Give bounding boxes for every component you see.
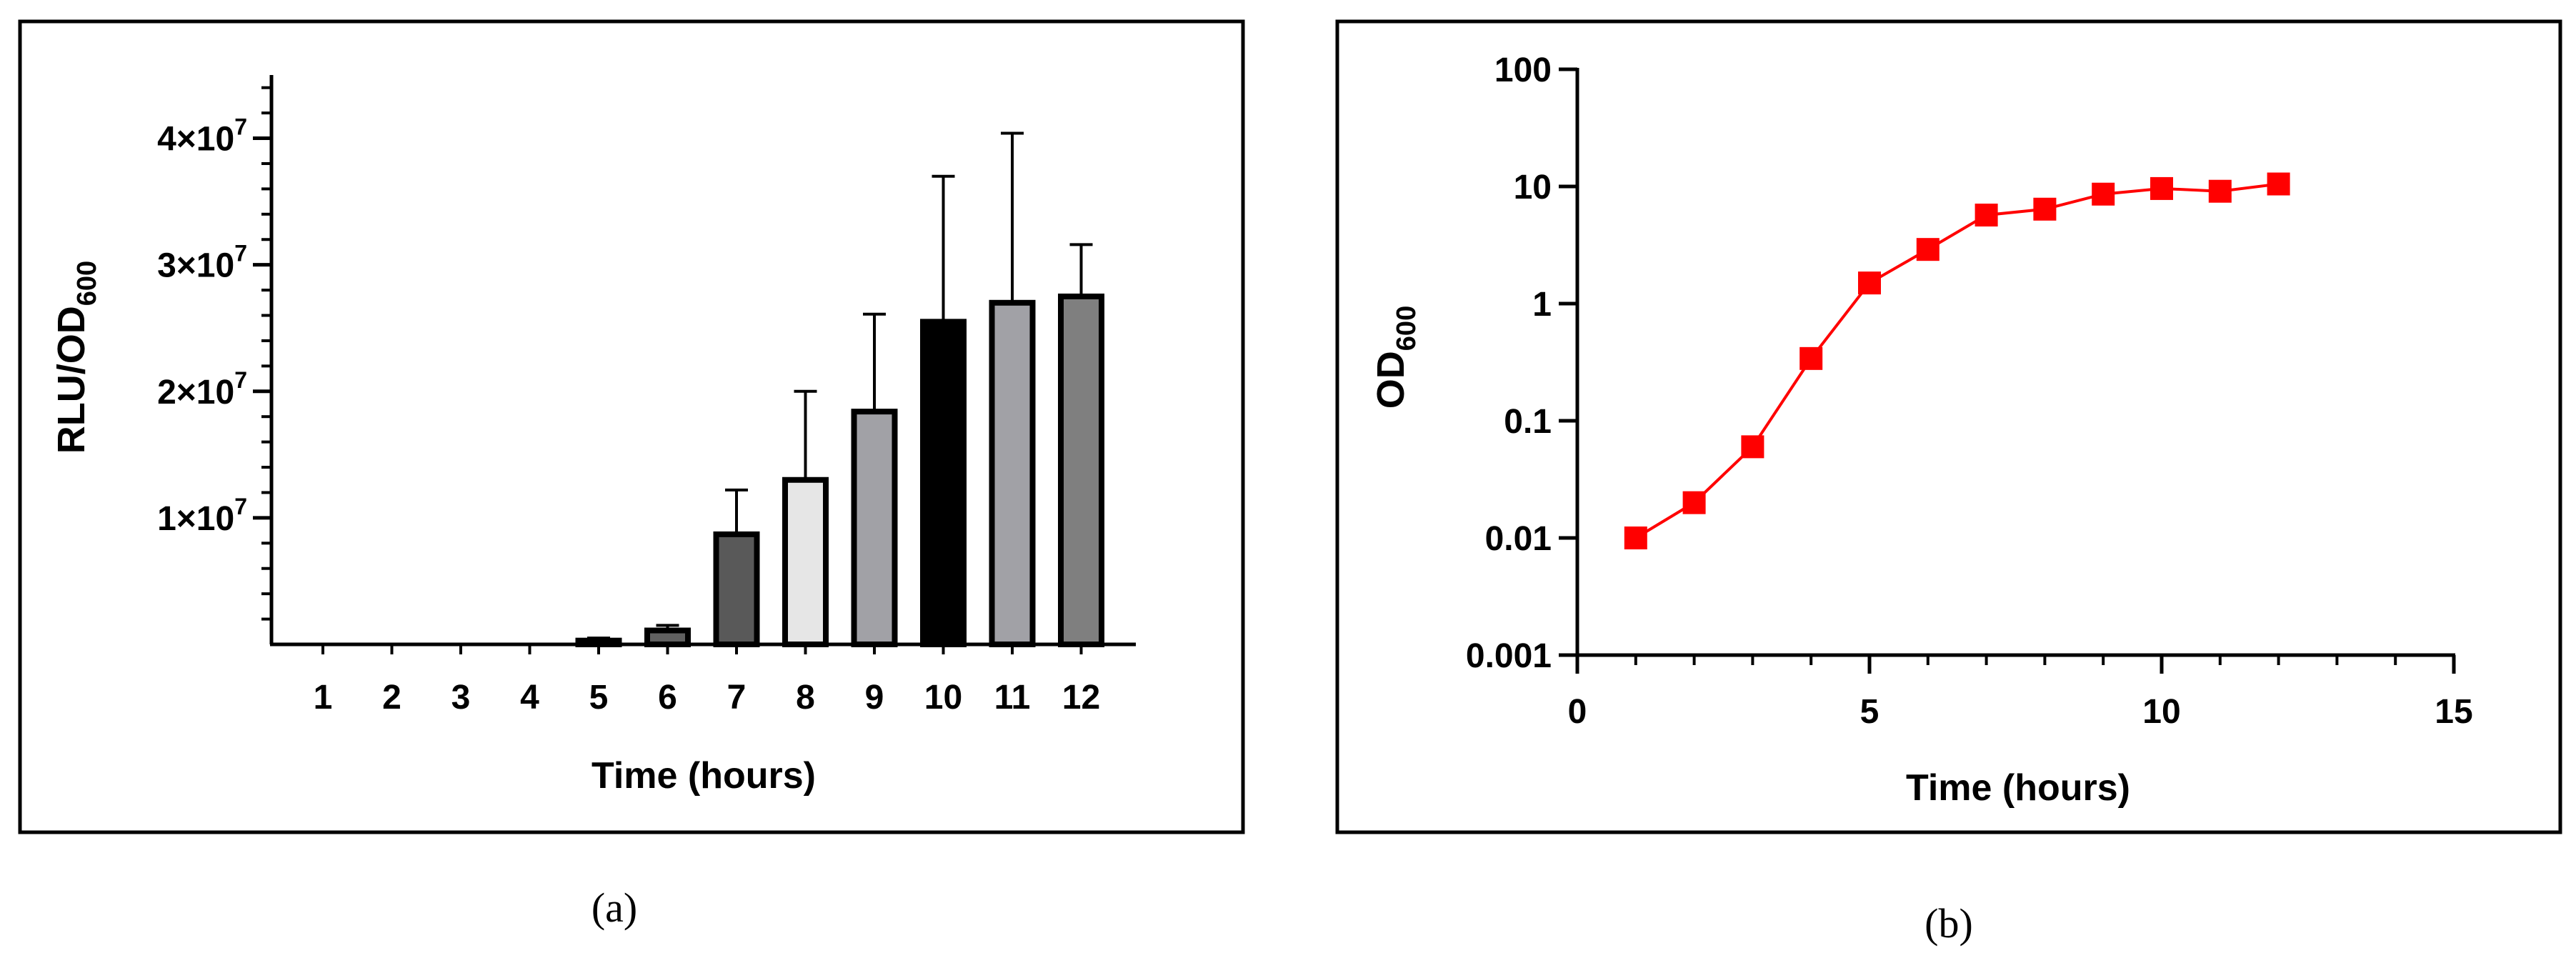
y-axis-title: OD600 (1369, 306, 1422, 409)
y-tick-label: 1×107 (157, 494, 247, 538)
panel-a-frame (18, 19, 1245, 834)
y-tick-exponent: 7 (234, 367, 247, 393)
x-tick-label: 15 (2435, 693, 2472, 731)
x-tick-label: 10 (2142, 693, 2180, 731)
bar-7 (713, 531, 760, 647)
x-tick-label: 9 (865, 679, 884, 717)
bar-9 (851, 409, 898, 647)
x-axis-title: Time (hours) (591, 755, 816, 797)
y-tick-mantissa: 3×10 (157, 247, 234, 285)
y-tick-label: 1 (1532, 286, 1552, 324)
data-point-t2 (1682, 491, 1706, 514)
y-axis-title: RLU/OD600 (50, 261, 102, 454)
y-tick-exponent: 7 (234, 494, 247, 519)
y-tick-label: 0.001 (1466, 637, 1552, 675)
data-point-t12 (2267, 172, 2290, 196)
y-tick-label: 100 (1494, 51, 1552, 89)
panel-b-frame (1335, 19, 2562, 834)
data-point-t9 (2092, 182, 2115, 206)
x-tick-label: 7 (727, 679, 747, 717)
data-point-t3 (1741, 435, 1764, 459)
bar-5 (575, 637, 622, 647)
y-tick-label: 2×107 (157, 367, 247, 411)
y-tick-label: 10 (1514, 169, 1552, 206)
y-axis-title-base: OD (1369, 351, 1412, 409)
bar-11 (989, 299, 1036, 647)
data-point-t7 (1975, 204, 1998, 227)
data-point-t1 (1624, 527, 1647, 549)
y-tick-mantissa: 2×10 (157, 374, 234, 411)
bar-12 (1058, 293, 1104, 647)
bar-8 (782, 476, 829, 647)
y-tick-mantissa: 4×10 (157, 121, 234, 159)
x-tick-label: 10 (924, 679, 962, 717)
x-tick-label: 12 (1062, 679, 1100, 717)
x-tick-label: 1 (314, 679, 333, 717)
od600-series-line (1634, 182, 2279, 539)
panel-b-line-chart: 0.001 0.01 0.1 1 10 100 0 5 10 15 Time (hours) OD60… (1369, 51, 2473, 809)
x-tick-label: 8 (796, 679, 815, 717)
data-point-t6 (1916, 238, 1940, 261)
data-point-t11 (2208, 179, 2232, 203)
y-tick-label: 3×107 (157, 241, 247, 285)
y-tick-label: 0.1 (1504, 403, 1552, 441)
data-point-t4 (1799, 346, 1823, 370)
y-tick-mantissa: 1×10 (157, 500, 234, 538)
data-point-t8 (2033, 197, 2057, 221)
x-tick-label: 2 (382, 679, 401, 717)
x-tick-label: 11 (994, 679, 1031, 717)
y-tick-label: 4×107 (157, 114, 247, 159)
x-tick-label: 6 (658, 679, 677, 717)
data-point-t10 (2150, 176, 2173, 200)
bar-10 (920, 319, 967, 647)
x-tick-label: 5 (589, 679, 609, 717)
x-axis-title: Time (hours) (1906, 767, 2130, 809)
panel-b-label: (b) (1924, 900, 1973, 947)
x-tick-label: 4 (520, 679, 539, 717)
data-point-t5 (1858, 271, 1881, 295)
y-tick-exponent: 7 (234, 114, 247, 140)
x-tick-label: 0 (1568, 693, 1587, 731)
x-tick-label: 5 (1860, 693, 1879, 731)
y-axis-title-base: RLU/OD (50, 306, 93, 454)
y-axis-title-subscript: 600 (72, 261, 102, 306)
x-tick-label: 3 (451, 679, 471, 717)
y-tick-label: 0.01 (1485, 520, 1552, 558)
panel-a-label: (a) (591, 884, 637, 931)
y-axis-title-subscript: 600 (1392, 306, 1422, 351)
y-tick-exponent: 7 (234, 241, 247, 266)
bar-6 (644, 627, 691, 647)
